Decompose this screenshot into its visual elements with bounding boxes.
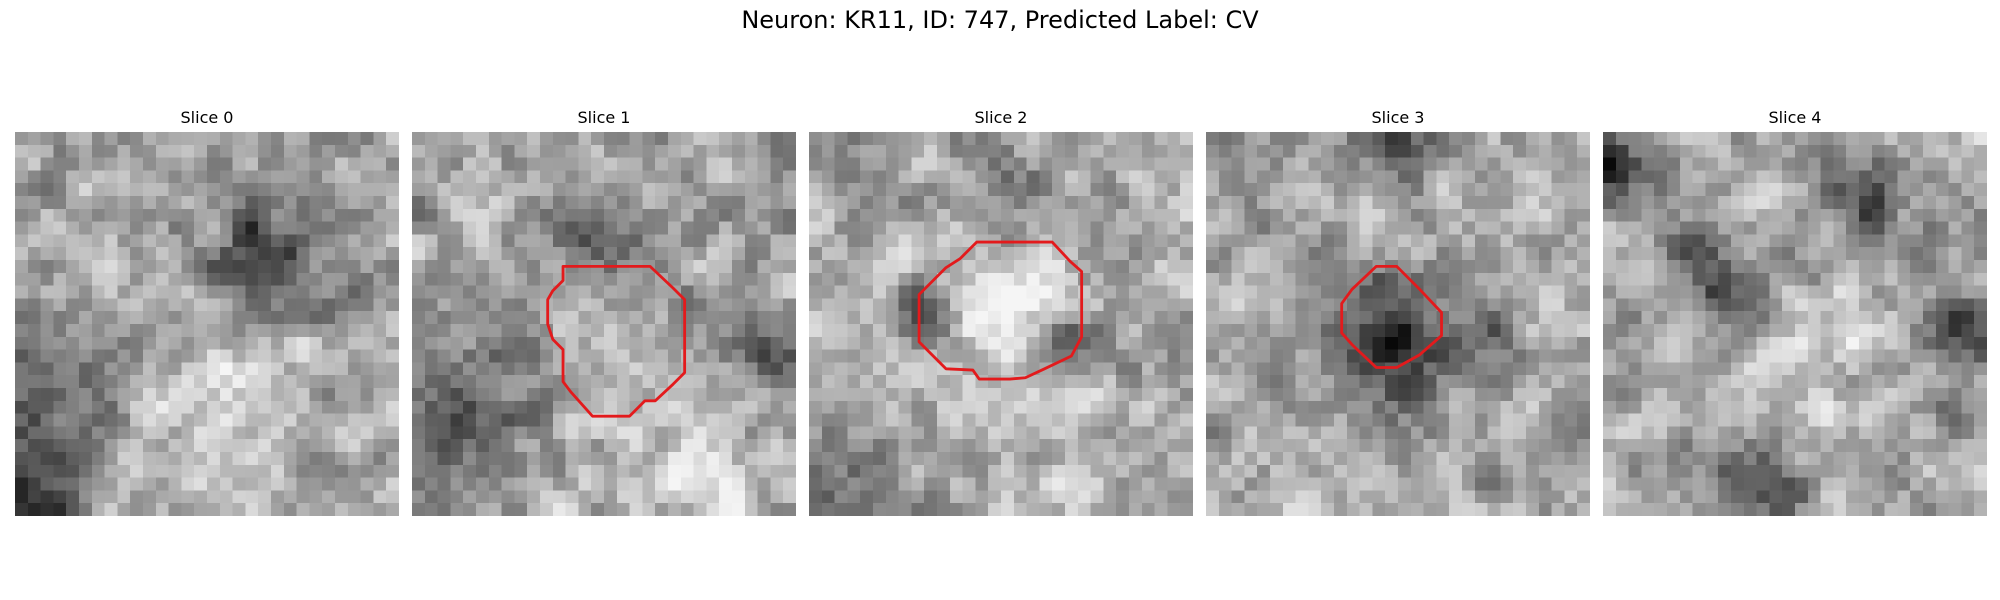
micrograph-image (15, 132, 399, 516)
micrograph-image (1603, 132, 1987, 516)
roi-contour (1340, 264, 1443, 369)
slice-panel-1: Slice 1 (412, 108, 796, 516)
slice-title: Slice 1 (577, 108, 631, 127)
slice-panel-2: Slice 2 (809, 108, 1193, 516)
micrograph-image (1206, 132, 1590, 516)
slice-panel-3: Slice 3 (1206, 108, 1590, 516)
roi-contour (917, 240, 1084, 381)
slice-title: Slice 2 (974, 108, 1028, 127)
slice-title: Slice 3 (1371, 108, 1425, 127)
figure-title: Neuron: KR11, ID: 747, Predicted Label: … (741, 6, 1259, 34)
micrograph-image (809, 132, 1193, 516)
micrograph-image (412, 132, 796, 516)
slice-panel-0: Slice 0 (15, 108, 399, 516)
roi-contour (546, 264, 687, 418)
slice-title: Slice 4 (1768, 108, 1822, 127)
slice-panel-4: Slice 4 (1603, 108, 1987, 516)
slice-title: Slice 0 (180, 108, 234, 127)
